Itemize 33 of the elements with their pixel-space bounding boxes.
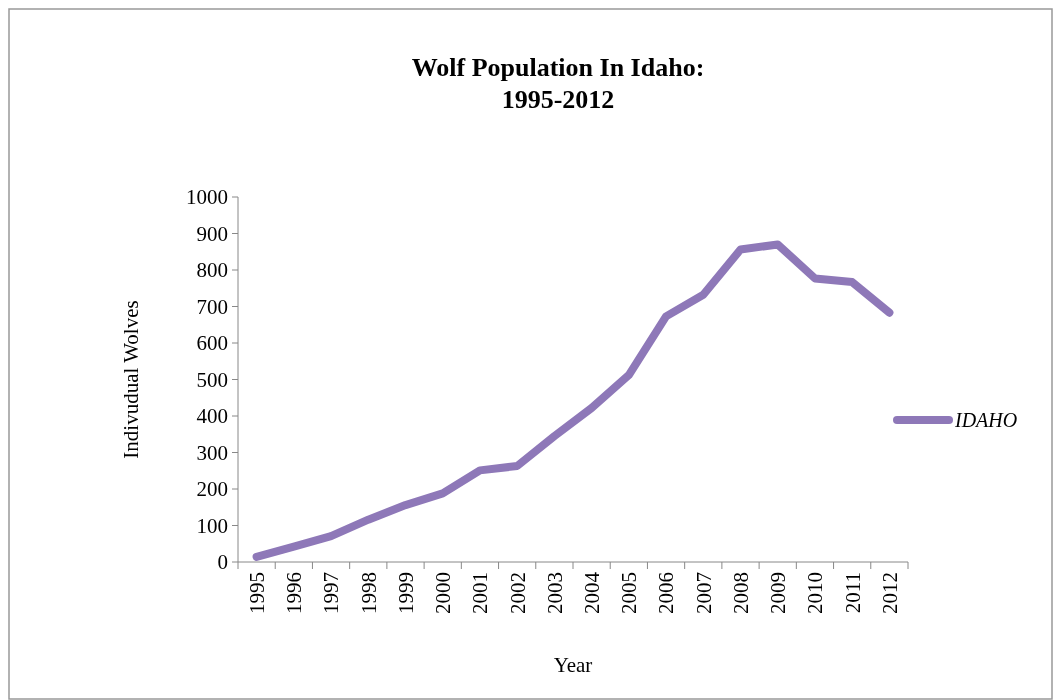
- y-tick-label: 400: [196, 404, 228, 429]
- x-tick-label: 2012: [877, 572, 902, 614]
- x-tick-label: 2003: [542, 572, 567, 614]
- x-tick-label: 2004: [579, 571, 604, 614]
- y-tick-label: 700: [196, 294, 228, 319]
- x-tick-label: 2001: [468, 572, 493, 614]
- y-tick-label: 600: [196, 331, 228, 356]
- legend-label: IDAHO: [954, 409, 1018, 431]
- y-tick-label: 800: [196, 258, 228, 283]
- y-tick-label: 900: [196, 221, 228, 246]
- chart-title: Wolf Population In Idaho: 1995-2012: [411, 53, 705, 114]
- y-tick-label: 300: [196, 440, 228, 465]
- x-tick-label: 2010: [803, 572, 828, 614]
- y-tick-label: 0: [217, 550, 228, 575]
- y-tick-label: 500: [196, 367, 228, 392]
- x-tick-label: 2007: [691, 572, 716, 614]
- y-tick-label: 1000: [186, 185, 228, 210]
- x-tick-label: 2005: [617, 572, 642, 614]
- x-tick-label: 1997: [319, 572, 344, 614]
- x-tick-label: 2000: [431, 572, 456, 614]
- x-tick-label: 2009: [766, 572, 791, 614]
- x-tick-label: 1998: [356, 572, 381, 614]
- x-tick-label: 1999: [393, 572, 418, 614]
- x-tick-label: 2002: [505, 572, 530, 614]
- x-tick-label: 1996: [282, 572, 307, 614]
- y-axis-title: Indivudual Wolves: [119, 300, 143, 459]
- x-tick-label: 2008: [728, 572, 753, 614]
- x-tick-label: 1995: [244, 572, 269, 614]
- y-tick-label: 100: [196, 513, 228, 538]
- x-tick-label: 2006: [654, 572, 679, 614]
- y-tick-label: 200: [196, 477, 228, 502]
- x-axis-title: Year: [553, 653, 593, 677]
- x-tick-label: 2011: [840, 572, 865, 614]
